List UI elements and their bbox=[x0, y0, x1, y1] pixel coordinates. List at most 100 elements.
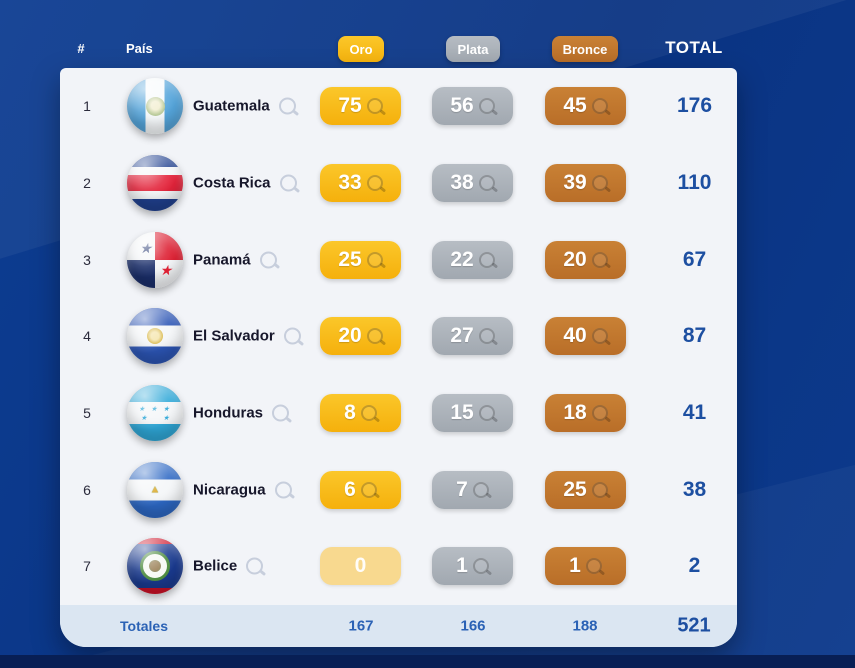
silver-medal-badge[interactable]: 38 bbox=[432, 164, 513, 203]
table-row: 6 Nicaragua 6 7 25 38 bbox=[60, 451, 737, 528]
silver-column-button[interactable]: Plata bbox=[446, 36, 500, 62]
magnifier-icon bbox=[366, 251, 383, 268]
col-header-rank: # bbox=[77, 41, 85, 56]
magnifier-icon bbox=[360, 405, 377, 422]
silver-medal-badge[interactable]: 27 bbox=[432, 317, 513, 356]
gold-count: 20 bbox=[338, 324, 362, 348]
table-row: 5 Honduras 8 15 18 41 bbox=[60, 375, 737, 452]
bronze-medal-badge[interactable]: 40 bbox=[545, 317, 626, 356]
country-cell[interactable]: Belice bbox=[193, 557, 264, 575]
gold-count: 0 bbox=[354, 554, 367, 578]
rank-number: 5 bbox=[83, 405, 91, 422]
flag-emblem bbox=[127, 232, 183, 288]
flag-emblem bbox=[127, 78, 183, 134]
country-cell[interactable]: Panamá bbox=[193, 251, 277, 269]
bronze-count: 18 bbox=[563, 401, 587, 425]
silver-medal-badge[interactable]: 15 bbox=[432, 394, 513, 433]
bronze-medal-badge[interactable]: 45 bbox=[545, 87, 626, 126]
gold-medal-badge[interactable]: 0 bbox=[320, 547, 401, 586]
search-icon[interactable] bbox=[246, 557, 264, 575]
bronze-total: 188 bbox=[572, 617, 598, 635]
table-header: # País Oro Plata Bronce TOTAL bbox=[0, 0, 855, 68]
table-row: 1 Guatemala 75 56 45 176 bbox=[60, 68, 737, 145]
flag-honduras bbox=[127, 385, 183, 442]
gold-count: 33 bbox=[338, 171, 362, 195]
row-total: 67 bbox=[682, 247, 707, 271]
table-footer-row: Totales 167 166 188 521 bbox=[60, 605, 737, 647]
country-cell[interactable]: El Salvador bbox=[193, 327, 301, 345]
bronze-medal-badge[interactable]: 25 bbox=[545, 470, 626, 509]
bronze-count: 1 bbox=[569, 554, 581, 578]
rank-number: 2 bbox=[83, 175, 91, 192]
gold-count: 75 bbox=[338, 94, 362, 118]
search-icon[interactable] bbox=[259, 251, 277, 269]
magnifier-icon bbox=[591, 481, 608, 498]
row-total: 176 bbox=[676, 94, 713, 118]
country-cell[interactable]: Honduras bbox=[193, 404, 290, 422]
magnifier-icon bbox=[366, 175, 383, 192]
silver-count: 15 bbox=[450, 401, 474, 425]
bronze-medal-badge[interactable]: 18 bbox=[545, 394, 626, 433]
search-icon[interactable] bbox=[278, 97, 296, 115]
silver-count: 7 bbox=[456, 477, 468, 501]
magnifier-icon bbox=[591, 251, 608, 268]
row-total: 41 bbox=[682, 401, 707, 425]
row-total: 38 bbox=[682, 477, 707, 501]
flag-costarica bbox=[127, 155, 183, 212]
country-name: Nicaragua bbox=[193, 481, 266, 499]
silver-medal-badge[interactable]: 1 bbox=[432, 547, 513, 586]
magnifier-icon bbox=[478, 328, 495, 345]
search-icon[interactable] bbox=[274, 481, 292, 499]
bottom-bar bbox=[0, 655, 855, 668]
silver-medal-badge[interactable]: 56 bbox=[432, 87, 513, 126]
magnifier-icon bbox=[591, 175, 608, 192]
silver-count: 22 bbox=[450, 247, 474, 271]
table-body: 1 Guatemala 75 56 45 176 2 Costa Rica bbox=[60, 68, 737, 605]
magnifier-icon bbox=[478, 251, 495, 268]
country-cell[interactable]: Nicaragua bbox=[193, 481, 292, 499]
grand-total: 521 bbox=[677, 614, 711, 637]
country-name: Guatemala bbox=[193, 97, 270, 115]
flag-emblem bbox=[127, 155, 183, 211]
gold-column-button[interactable]: Oro bbox=[338, 36, 384, 62]
country-name: Honduras bbox=[193, 404, 264, 422]
gold-medal-badge[interactable]: 75 bbox=[320, 87, 401, 126]
magnifier-icon bbox=[472, 558, 489, 575]
bronze-column-button[interactable]: Bronce bbox=[552, 36, 618, 62]
bronze-medal-badge[interactable]: 20 bbox=[545, 240, 626, 279]
row-total: 87 bbox=[682, 324, 707, 348]
flag-panama bbox=[127, 231, 183, 288]
bronze-count: 40 bbox=[563, 324, 587, 348]
magnifier-icon bbox=[366, 328, 383, 345]
country-name: El Salvador bbox=[193, 327, 275, 345]
flag-emblem bbox=[127, 308, 183, 364]
country-name: Panamá bbox=[193, 251, 251, 269]
table-row: 2 Costa Rica 33 38 39 110 bbox=[60, 145, 737, 222]
gold-medal-badge[interactable]: 8 bbox=[320, 394, 401, 433]
silver-total: 166 bbox=[460, 617, 486, 635]
search-icon[interactable] bbox=[279, 174, 297, 192]
silver-medal-badge[interactable]: 22 bbox=[432, 240, 513, 279]
bronze-medal-badge[interactable]: 39 bbox=[545, 164, 626, 203]
silver-count: 56 bbox=[450, 94, 474, 118]
magnifier-icon bbox=[478, 405, 495, 422]
country-name: Belice bbox=[193, 557, 238, 575]
gold-count: 6 bbox=[344, 477, 356, 501]
gold-medal-badge[interactable]: 33 bbox=[320, 164, 401, 203]
country-cell[interactable]: Guatemala bbox=[193, 97, 296, 115]
flag-emblem bbox=[127, 385, 183, 441]
silver-medal-badge[interactable]: 7 bbox=[432, 470, 513, 509]
search-icon[interactable] bbox=[283, 327, 301, 345]
gold-medal-badge[interactable]: 25 bbox=[320, 240, 401, 279]
flag-emblem bbox=[127, 462, 183, 518]
bronze-medal-badge[interactable]: 1 bbox=[545, 547, 626, 586]
gold-count: 8 bbox=[344, 401, 356, 425]
search-icon[interactable] bbox=[272, 404, 290, 422]
gold-medal-badge[interactable]: 20 bbox=[320, 317, 401, 356]
flag-elsalvador bbox=[127, 308, 183, 365]
country-cell[interactable]: Costa Rica bbox=[193, 174, 297, 192]
bronze-count: 20 bbox=[563, 247, 587, 271]
table-row: 4 El Salvador 20 27 40 87 bbox=[60, 298, 737, 375]
table-row: 3 Panamá 25 22 20 67 bbox=[60, 221, 737, 298]
gold-medal-badge[interactable]: 6 bbox=[320, 470, 401, 509]
